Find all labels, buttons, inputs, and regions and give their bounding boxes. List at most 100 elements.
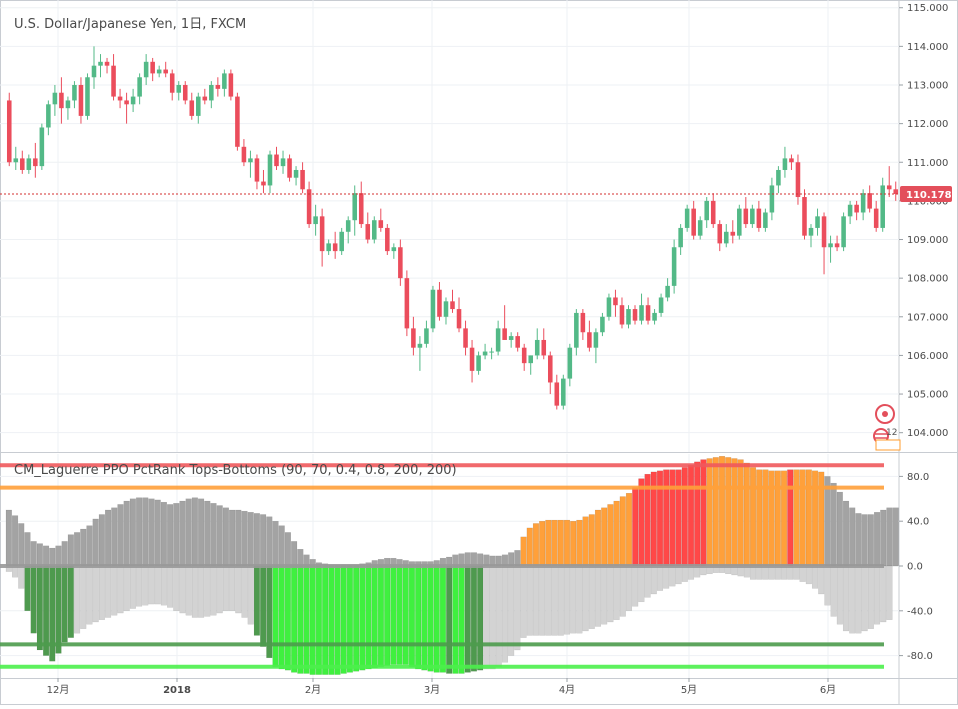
candle-body <box>541 339 547 356</box>
ppo-bottom-bar <box>247 565 254 625</box>
ppo-bottom-bar <box>687 565 695 580</box>
candle-body <box>613 297 618 306</box>
ppo-bottom-bar <box>191 565 198 618</box>
ppo-top-bar <box>811 470 819 567</box>
ppo-top-bar <box>619 496 626 567</box>
ppo-bottom-bar <box>154 565 161 605</box>
ppo-bottom-bar <box>601 565 608 625</box>
candle-body <box>508 336 514 340</box>
ppo-top-bar <box>706 458 713 567</box>
candle-body <box>254 158 260 182</box>
ppo-top-bar <box>576 519 583 567</box>
ppo-top-bar <box>836 491 843 567</box>
ppo-top-bar <box>539 521 546 567</box>
candle-body <box>261 181 266 186</box>
ppo-top-bar <box>520 536 527 567</box>
ppo-bottom-bar <box>241 565 248 618</box>
ppo-top-bar <box>247 512 254 567</box>
ppo-bottom-bar <box>470 565 478 672</box>
ppo-bottom-bar <box>489 565 496 670</box>
ppo-bottom-bar <box>855 565 862 634</box>
ppo-top-bar <box>880 509 887 567</box>
ppo-bottom-bar <box>780 565 788 580</box>
ppo-top-bar <box>36 543 43 567</box>
ppo-bottom-bar <box>365 565 372 670</box>
candle-body <box>554 382 560 406</box>
ppo-bottom-bar <box>650 565 657 595</box>
ppo-bottom-bar <box>588 565 595 629</box>
ppo-top-bar <box>154 499 161 567</box>
candle-body <box>808 227 814 236</box>
ppo-bottom-bar <box>762 565 769 580</box>
ppo-top-bar <box>861 514 868 567</box>
candle-body <box>313 216 318 225</box>
ppo-top-bar <box>241 510 248 567</box>
candle-body <box>332 243 338 252</box>
ppo-bottom-bar <box>142 565 149 606</box>
ppo-top-bar <box>5 509 12 567</box>
ppo-top-bar <box>675 469 682 567</box>
ppo-bottom-bar <box>842 565 850 632</box>
ppo-top-bar <box>117 504 124 567</box>
ppo-top-bar <box>470 552 478 567</box>
candle-body <box>46 104 51 128</box>
candle-body <box>111 65 116 97</box>
candle-body <box>750 208 755 225</box>
ppo-top-bar <box>638 478 645 567</box>
candle-body <box>124 100 129 105</box>
ppo-top-bar <box>111 507 118 567</box>
price-pane-title: U.S. Dollar/Japanese Yen, 1日, FXCM <box>14 17 247 32</box>
ppo-top-bar <box>700 459 707 567</box>
candle-body <box>104 61 110 66</box>
ppo-top-bar <box>210 503 217 567</box>
ppo-top-bar <box>291 541 298 567</box>
ppo-bottom-bar <box>384 565 391 666</box>
ppo-top-bar <box>43 545 50 567</box>
ppo-top-bar <box>204 500 211 567</box>
candle-body <box>593 332 599 348</box>
candle-body <box>665 285 670 298</box>
price-tick-label: 113.000 <box>907 80 948 91</box>
ppo-top-bar <box>74 532 81 567</box>
ppo-bottom-bar <box>861 565 868 632</box>
candle-body <box>65 100 71 109</box>
time-tick-label: 2月 <box>305 684 321 696</box>
last-price-badge <box>900 186 952 203</box>
ppo-top-bar <box>588 514 595 567</box>
ppo-bottom-bar <box>123 565 130 611</box>
ppo-bottom-bar <box>446 565 453 674</box>
candle-body <box>495 328 501 352</box>
ppo-bottom-bar <box>334 565 341 675</box>
ppo-bottom-bar <box>179 565 186 614</box>
candle-body <box>782 158 788 170</box>
candle-body <box>658 297 664 313</box>
ppo-bottom-bar <box>669 565 676 587</box>
ppo-top-bar <box>532 523 540 567</box>
ppo-bottom-bar <box>576 565 583 634</box>
event-marker-dot <box>882 411 888 417</box>
candle-body <box>437 289 442 317</box>
ppo-bottom-bar <box>105 565 112 618</box>
ppo-bottom-bar <box>309 565 316 675</box>
ppo-top-bar <box>86 525 93 567</box>
time-tick-label: 4月 <box>559 684 575 696</box>
ppo-top-bar <box>260 514 267 567</box>
candle-body <box>267 154 273 186</box>
ppo-bottom-bar <box>167 565 174 608</box>
ppo-bottom-bar <box>799 565 806 582</box>
ppo-bottom-bar <box>278 565 285 670</box>
candle-body <box>769 185 775 213</box>
candle-body <box>33 158 38 167</box>
candle-body <box>20 158 25 170</box>
candle-body <box>241 146 247 163</box>
candle-body <box>411 328 416 348</box>
candle-body <box>632 309 638 321</box>
candle-body <box>78 84 84 116</box>
time-tick-label: 2018 <box>163 685 191 696</box>
price-tick-label: 105.000 <box>907 390 948 401</box>
ppo-top-bar <box>222 507 229 567</box>
ppo-top-bar <box>160 501 167 567</box>
candle-body <box>528 355 534 364</box>
